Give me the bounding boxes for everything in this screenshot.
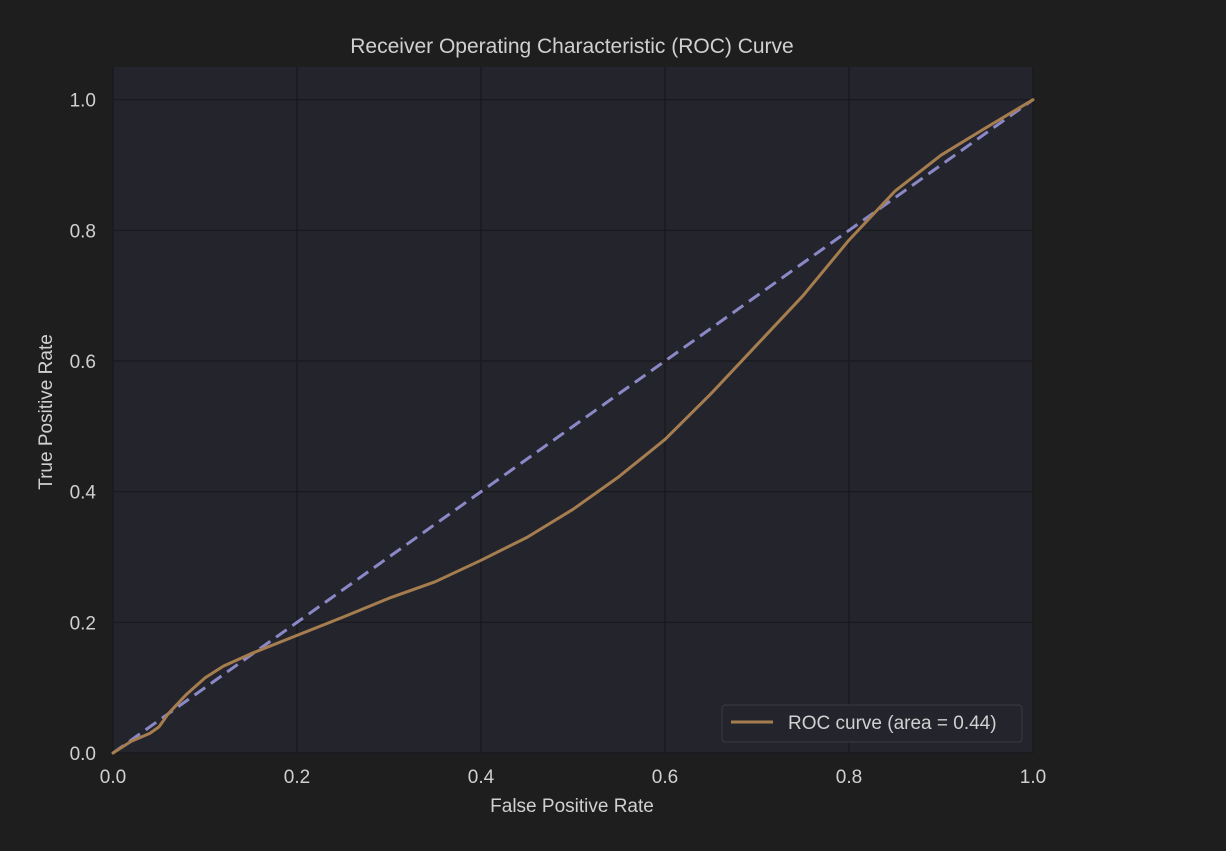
grid	[112, 67, 1034, 754]
x-axis-label: False Positive Rate	[490, 796, 654, 817]
y-axis-label: True Positive Rate	[36, 334, 57, 490]
series-layer	[111, 98, 1035, 755]
x-tick-label: 0.2	[284, 767, 310, 788]
y-tick-label: 0.0	[70, 744, 96, 765]
roc-curve-line	[111, 98, 1035, 755]
legend: ROC curve (area = 0.44)	[721, 704, 1023, 743]
x-tick-label: 0.6	[652, 767, 678, 788]
y-tick-label: 0.6	[70, 352, 96, 373]
x-tick-label: 1.0	[1020, 767, 1046, 788]
chart-title: Receiver Operating Characteristic (ROC) …	[350, 35, 793, 58]
x-tick-label: 0.0	[100, 767, 126, 788]
plot-area	[113, 67, 1033, 753]
y-tick-label: 0.2	[70, 613, 96, 634]
y-tick-label: 0.4	[70, 483, 97, 504]
legend-label-roc: ROC curve (area = 0.44)	[788, 713, 997, 734]
legend-box	[721, 704, 1023, 743]
y-tick-label: 1.0	[70, 91, 96, 112]
x-tick-label: 0.8	[836, 767, 862, 788]
x-tick-label: 0.4	[468, 767, 495, 788]
y-tick-label: 0.8	[70, 221, 96, 242]
tick-labels: 0.0 0.2 0.4 0.6 0.8 1.0 0.0 0.2 0.4 0.6 0.8 1.0	[70, 91, 1047, 788]
